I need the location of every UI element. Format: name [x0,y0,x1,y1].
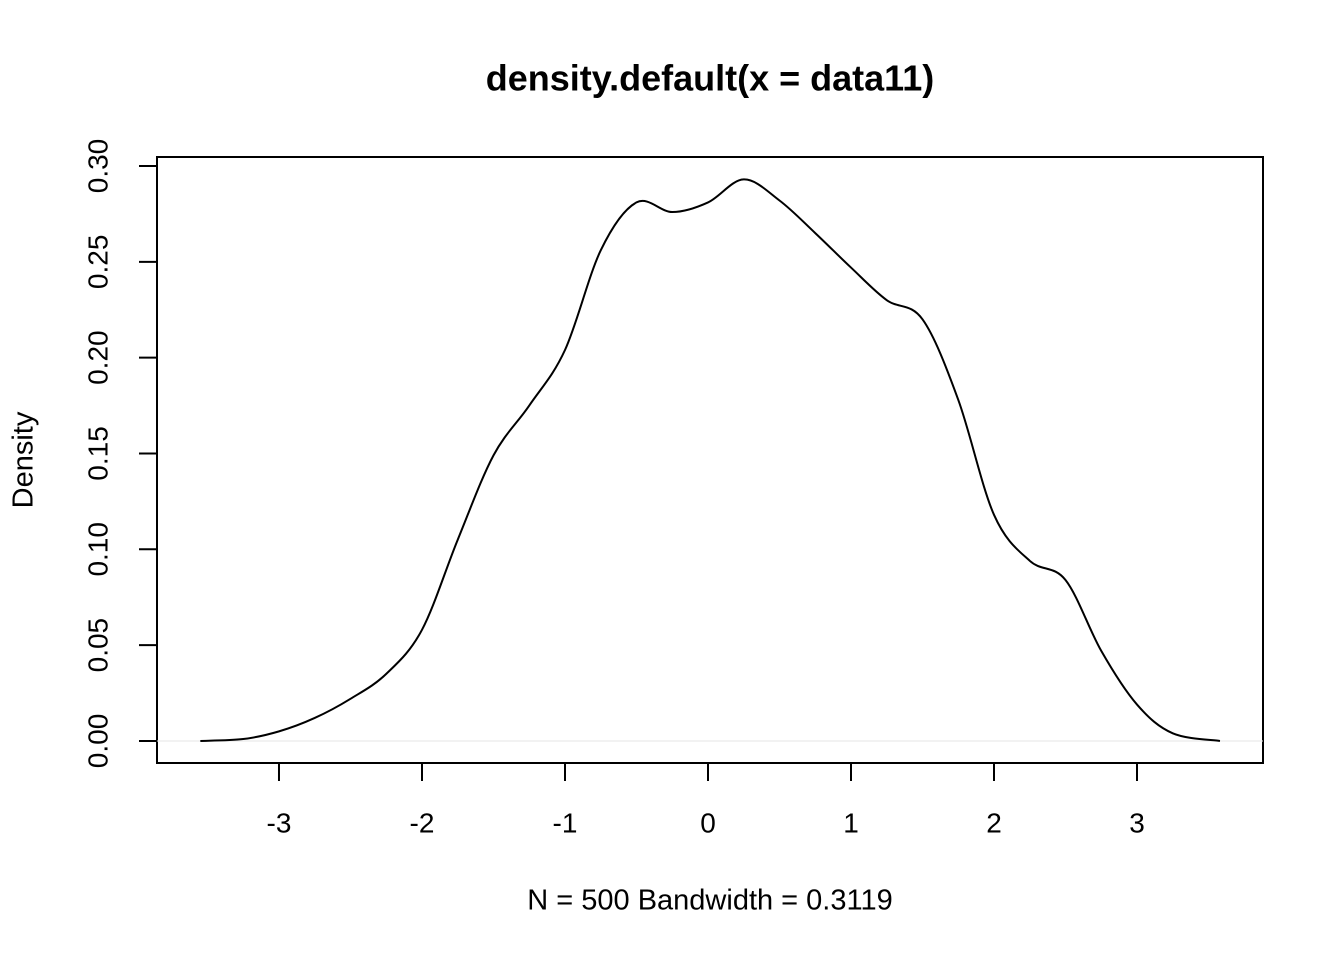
y-tick-label: 0.05 [82,618,113,673]
density-line [200,178,1221,742]
x-tick-label: 3 [1129,807,1145,838]
chart-title: density.default(x = data11) [486,58,934,99]
x-tick-label: -3 [267,807,292,838]
y-axis-label: Density [8,411,40,508]
x-tick-label: -2 [410,807,435,838]
y-tick-label: 0.30 [82,139,113,194]
x-tick-label: -1 [553,807,578,838]
y-tick-label: 0.25 [82,235,113,290]
x-axis-label: N = 500 Bandwidth = 0.3119 [527,885,892,917]
y-tick-label: 0.15 [82,426,113,481]
y-tick-label: 0.20 [82,330,113,385]
x-tick-label: 1 [843,807,859,838]
x-tick-label: 2 [986,807,1002,838]
plot-frame [156,156,1264,764]
x-tick-label: 0 [700,807,716,838]
y-tick-label: 0.00 [82,714,113,769]
y-tick-label: 0.10 [82,522,113,577]
